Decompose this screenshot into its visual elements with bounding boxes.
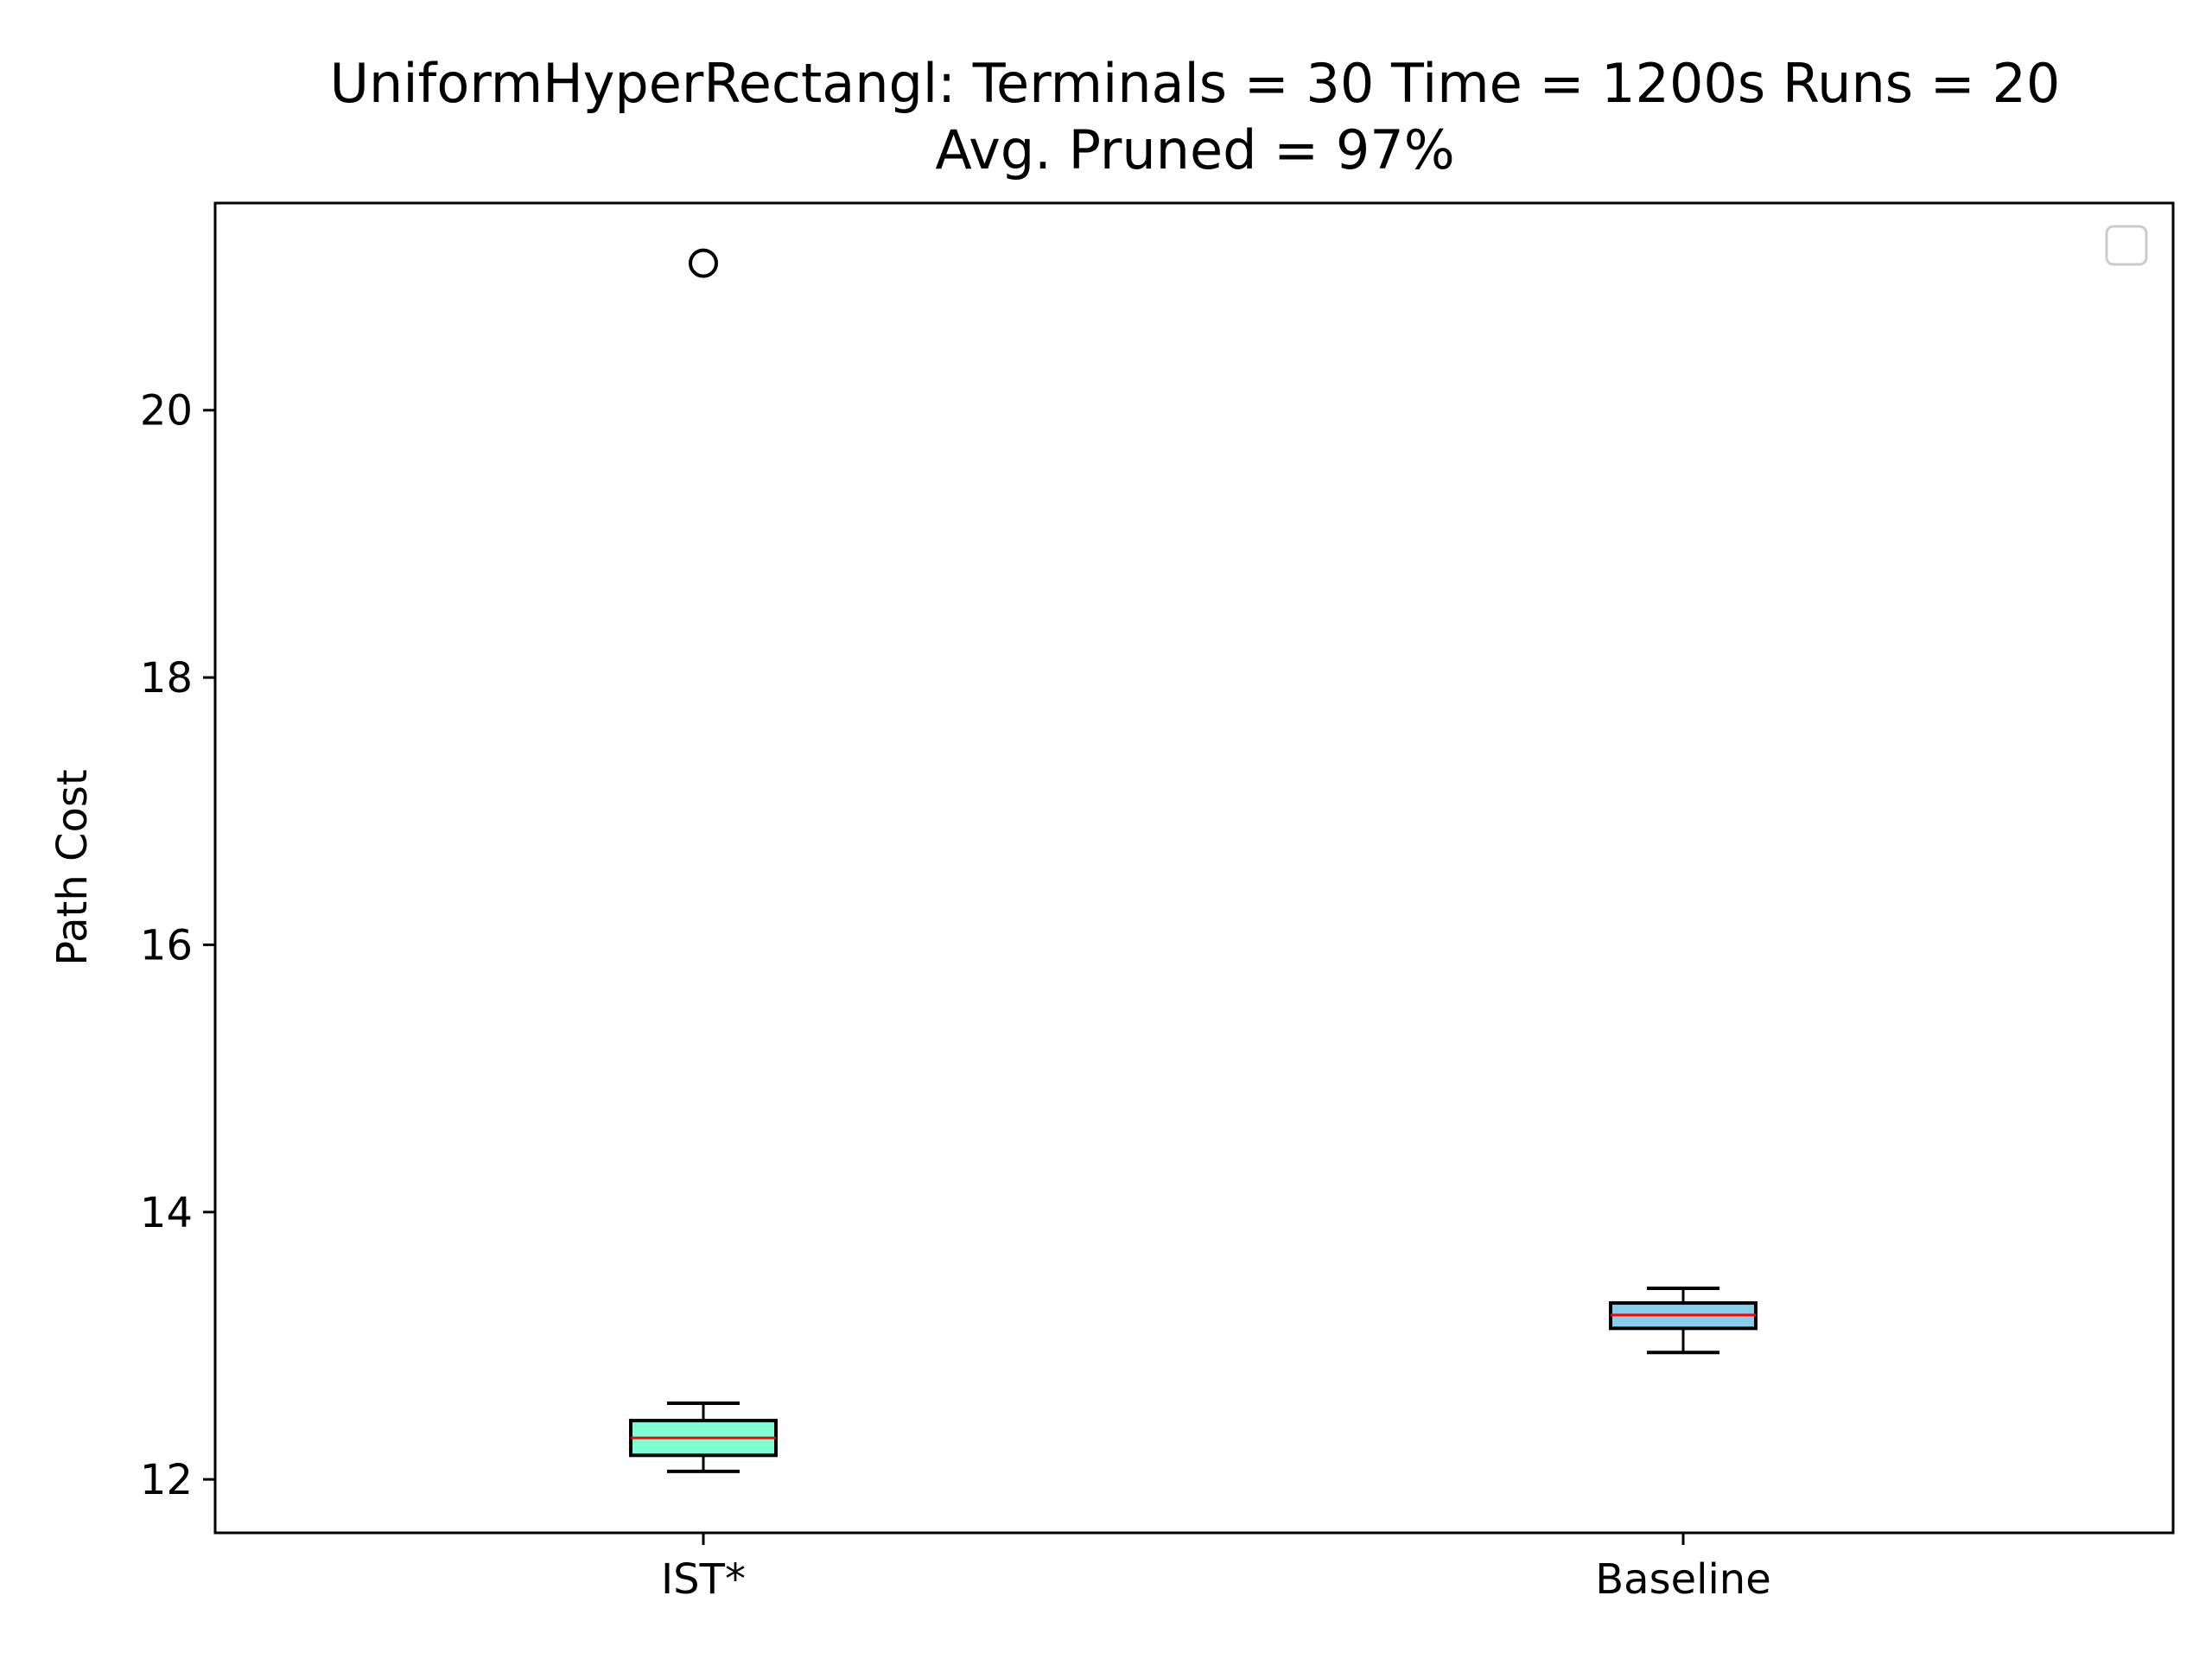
y-tick-label: 18 [140,654,193,702]
box-group [629,248,778,1473]
y-tick-label: 12 [140,1456,193,1504]
chart-title-line2: Avg. Pruned = 97% [935,118,1454,181]
plot-area-frame [213,201,2175,1535]
box-series [629,248,1758,1473]
y-axis-ticks: 12 14 16 18 20 [140,387,215,1504]
y-axis-label: Path Cost [48,769,97,965]
x-tick-label: Baseline [1595,1555,1771,1604]
x-axis-ticks: IST* Baseline [661,1533,1771,1604]
box-group [1609,1286,1758,1355]
legend-box [2105,225,2148,266]
x-tick-label: IST* [661,1555,746,1604]
y-tick-label: 16 [140,921,193,969]
outlier-point [689,248,718,278]
y-tick-label: 20 [140,387,193,435]
chart-title-line1: UniformHyperRectangl: Terminals = 30 Tim… [330,52,2061,115]
y-tick-label: 14 [140,1189,193,1237]
